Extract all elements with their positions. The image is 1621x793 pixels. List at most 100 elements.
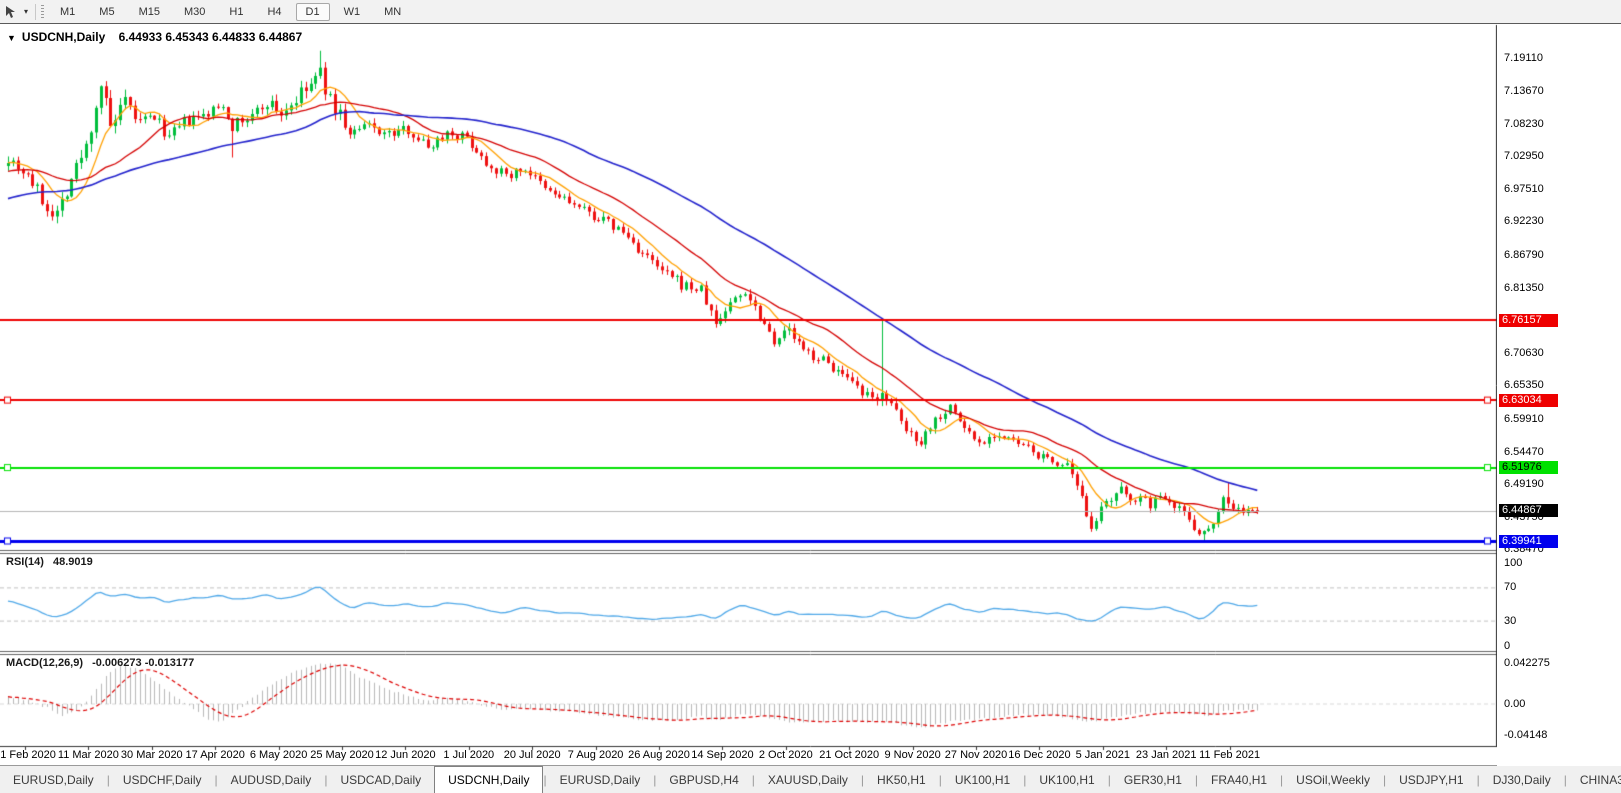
macd-scale-label: -0.04148 [1504,728,1548,741]
toolbar-grip[interactable] [41,4,45,19]
date-tick-label: 6 May 2020 [249,749,308,761]
tab-separator: | [1107,772,1111,787]
chart-tab-audusd-daily[interactable]: AUDUSD,Daily [230,772,312,787]
chart-tab-usdjpy-h1[interactable]: USDJPY,H1 [1399,772,1464,787]
chevron-down-icon[interactable]: ▾ [24,7,29,16]
price-axis[interactable]: 7.19110 7.13670 7.08230 7.02950 6.97510 6.922… [1497,24,1621,766]
timeframe-button-m1[interactable]: M1 [60,5,76,18]
rsi-scale-label: 70 [1504,581,1517,594]
chart-symbol-label: USDCNH,Daily [21,30,106,44]
tab-separator: | [543,772,547,787]
timeframe-button-m5[interactable]: M5 [99,5,115,18]
chart-tab-ger30-h1[interactable]: GER30,H1 [1123,772,1182,787]
date-tick-label: 11 Mar 2020 [57,749,119,761]
tab-separator: | [324,772,328,787]
price-tick-label: 6.86790 [1504,248,1544,261]
chart-tab-usdchf-daily[interactable]: USDCHF,Daily [122,772,202,787]
chart-tab-fra40-h1[interactable]: FRA40,H1 [1211,772,1268,787]
tab-separator: | [1476,772,1480,787]
price-tick-label: 6.54470 [1504,445,1544,458]
date-tick-label: 23 Jan 2021 [1135,749,1197,761]
date-tick-label: 20 Jul 2020 [503,749,561,761]
hline-price-label: 6.63034 [1499,393,1558,407]
timeframe-button-w1[interactable]: W1 [343,5,361,18]
timeframe-button-h1[interactable]: H1 [229,5,244,18]
rsi-scale-label: 0 [1504,639,1511,652]
date-tick-label: 26 Aug 2020 [628,749,690,761]
chart-tab-china300-h1[interactable]: CHINA300,H1 [1579,772,1621,787]
timeframe-button-d1[interactable]: D1 [295,2,330,21]
tab-separator: | [653,772,657,787]
date-tick-label: 14 Sep 2020 [691,749,754,761]
timeframe-button-m30[interactable]: M30 [183,5,206,18]
chart-tab-gbpusd-h4[interactable]: GBPUSD,H4 [669,772,739,787]
date-tick-label: 5 Jan 2021 [1075,749,1131,761]
date-tick-label: 12 Jun 2020 [375,749,436,761]
date-axis[interactable]: 21 Feb 2020 11 Mar 2020 30 Mar 2020 17 Apr … [0,746,1496,766]
chart-tab-usoil-weekly[interactable]: USOil,Weekly [1296,772,1370,787]
tab-separator: | [1280,772,1284,787]
chart-tab-bar: EURUSD,Daily | USDCHF,Daily | AUDUSD,Daily | U… [0,765,1621,793]
chart-tab-usdcnh-daily[interactable]: USDCNH,Daily [434,766,544,793]
toolbar-separator [35,3,37,20]
price-tick-label: 6.81350 [1504,281,1544,294]
hline-price-label: 6.76157 [1499,313,1558,327]
date-tick-label: 7 Aug 2020 [567,749,624,761]
price-tick-label: 6.92230 [1504,215,1544,228]
chart-tab-dj30-daily[interactable]: DJ30,Daily [1492,772,1551,787]
price-tick-label: 6.70630 [1504,347,1544,360]
chart-tab-eurusd-daily[interactable]: EURUSD,Daily [13,772,94,787]
cursor-tool-icon[interactable] [2,4,20,20]
tab-separator: | [214,772,218,787]
tab-separator: | [938,772,942,787]
price-tick-label: 7.08230 [1504,117,1544,130]
rsi-name: RSI(14) [6,556,44,568]
chart-menu-icon[interactable]: ▼ [7,33,16,43]
rsi-indicator-label: RSI(14) 48.9019 [6,556,93,568]
date-tick-label: 25 May 2020 [310,749,374,761]
current-price-label: 6.44867 [1499,504,1558,518]
tab-separator: | [860,772,865,787]
timeframe-button-h4[interactable]: H4 [267,5,282,18]
date-tick-label: 27 Nov 2020 [944,749,1008,761]
tab-separator: | [1194,772,1199,787]
date-tick-label: 16 Dec 2020 [1008,749,1071,761]
top-toolbar: ▾ M1 M5 M15 M30 H1 H4 D1 W1 MN [0,0,1621,24]
date-tick-label: 21 Oct 2020 [819,749,880,761]
chart-tab-eurusd-daily[interactable]: EURUSD,Daily [559,772,641,787]
date-tick-label: 1 Jul 2020 [443,749,495,761]
chart-tab-uk100-h1[interactable]: UK100,H1 [954,772,1011,787]
price-tick-label: 7.19110 [1504,51,1543,64]
timeframe-button-m15[interactable]: M15 [138,5,160,18]
price-tick-label: 6.59910 [1504,412,1544,425]
timeframe-button-mn[interactable]: MN [384,5,402,18]
tab-separator: | [751,772,755,787]
macd-values: -0.006273 -0.013177 [92,657,195,669]
tab-separator: | [1023,772,1027,787]
chart-window: ▼ USDCNH,Daily 6.44933 6.45343 6.44833 6.… [0,23,1621,767]
chart-tab-uk100-h1[interactable]: UK100,H1 [1039,772,1095,787]
chart-canvas[interactable] [0,24,1621,766]
hline-price-label: 6.39941 [1499,534,1558,548]
chart-ohlc-values: 6.44933 6.45343 6.44833 6.44867 [118,30,303,44]
chart-tab-xauusd-daily[interactable]: XAUUSD,Daily [767,772,848,787]
date-tick-label: 17 Apr 2020 [185,749,245,761]
macd-scale-label: 0.042275 [1504,656,1550,669]
chart-tab-hk50-h1[interactable]: HK50,H1 [877,772,926,787]
rsi-scale-label: 100 [1504,556,1523,569]
price-tick-label: 7.02950 [1504,150,1544,163]
rsi-scale-label: 30 [1504,614,1517,627]
tab-separator: | [1563,772,1567,787]
price-tick-label: 6.65350 [1504,379,1544,392]
price-tick-label: 7.13670 [1504,84,1544,97]
date-tick-label: 9 Nov 2020 [884,749,941,761]
rsi-value: 48.9019 [52,556,93,568]
macd-indicator-label: MACD(12,26,9) -0.006273 -0.013177 [6,657,194,669]
date-tick-label: 30 Mar 2020 [120,749,183,761]
chart-tab-usdcad-daily[interactable]: USDCAD,Daily [340,772,422,787]
date-tick-label: 21 Feb 2020 [0,749,56,761]
timeframe-button-group: M1 M5 M15 M30 H1 H4 D1 W1 MN [48,2,413,21]
tab-separator: | [106,772,110,787]
macd-scale-label: 0.00 [1504,697,1526,710]
